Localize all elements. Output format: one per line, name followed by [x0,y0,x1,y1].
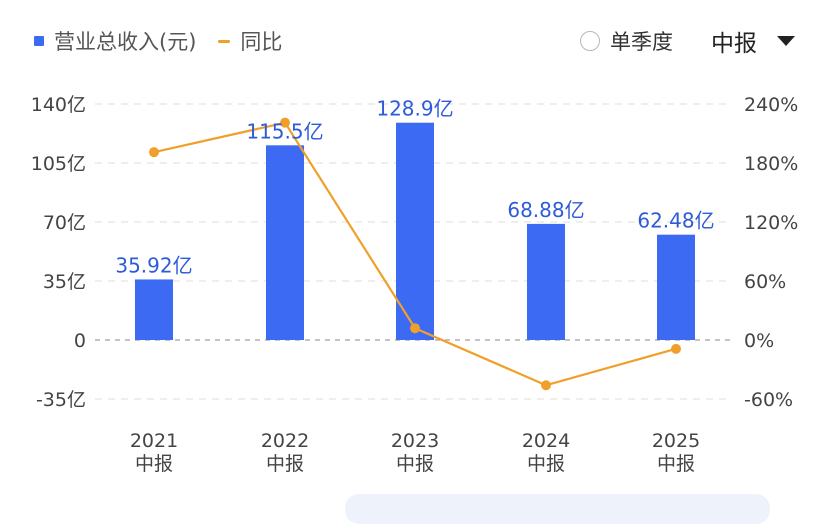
period-dropdown-label: 中报 [711,31,757,57]
bar-swatch-icon [34,36,44,46]
x-tick-period: 中报 [527,453,565,475]
revenue-bar [135,279,173,340]
yoy-point [280,117,290,128]
y-left-tick-label: 140亿 [31,94,86,116]
bar-data-label: 115.5亿 [246,119,323,143]
radio-circle-icon[interactable] [580,31,600,51]
y-left-tick-label: 0 [74,330,86,352]
revenue-bar [396,122,434,340]
y-left-tick-label: -35亿 [36,389,86,411]
caret-down-icon [777,36,795,46]
legend-item-yoy[interactable]: 同比 [218,26,282,56]
x-tick-year: 2021 [130,430,178,452]
revenue-bar [527,223,565,340]
period-dropdown[interactable]: 中报 [711,24,795,58]
single-quarter-toggle[interactable]: 单季度 [580,26,673,56]
bar-data-label: 128.9亿 [376,97,453,121]
legend-label-revenue: 营业总收入(元) [54,30,197,54]
y-right-tick-label: 240% [744,94,798,116]
y-right-tick-label: 120% [744,212,798,234]
yoy-point [671,343,681,354]
bar-data-label: 35.92亿 [115,253,192,277]
bottom-tab-strip[interactable] [345,494,770,524]
line-swatch-icon [218,39,231,43]
x-tick-period: 中报 [396,453,434,475]
legend-label-yoy: 同比 [240,30,283,54]
single-quarter-label: 单季度 [610,30,673,54]
y-left-tick-label: 105亿 [31,153,86,175]
y-left-tick-label: 35亿 [43,271,86,293]
x-tick-year: 2022 [261,430,309,452]
revenue-bar [266,145,304,340]
y-right-tick-label: -60% [744,389,793,411]
x-tick-year: 2023 [391,430,439,452]
x-tick-period: 中报 [266,453,304,475]
y-right-tick-label: 180% [744,153,798,175]
revenue-bar [657,234,695,340]
y-right-tick-label: 60% [744,271,786,293]
bar-data-label: 68.88亿 [507,198,584,222]
y-left-tick-label: 70亿 [43,212,86,234]
x-tick-year: 2025 [652,430,700,452]
yoy-point [149,147,159,158]
bar-data-label: 62.48亿 [637,209,714,233]
revenue-chart: 140亿 105亿 70亿 35亿 0 -35亿 240% 180% 120% 60% 0% -60%… [31,94,799,475]
yoy-point [541,380,551,391]
x-tick-year: 2024 [522,430,570,452]
x-tick-period: 中报 [657,453,695,475]
chart-legend: 营业总收入(元) 同比 [34,26,304,56]
legend-item-revenue[interactable]: 营业总收入(元) [34,26,196,56]
x-tick-period: 中报 [135,453,173,475]
y-right-tick-label: 0% [744,330,774,352]
yoy-point [410,323,420,334]
